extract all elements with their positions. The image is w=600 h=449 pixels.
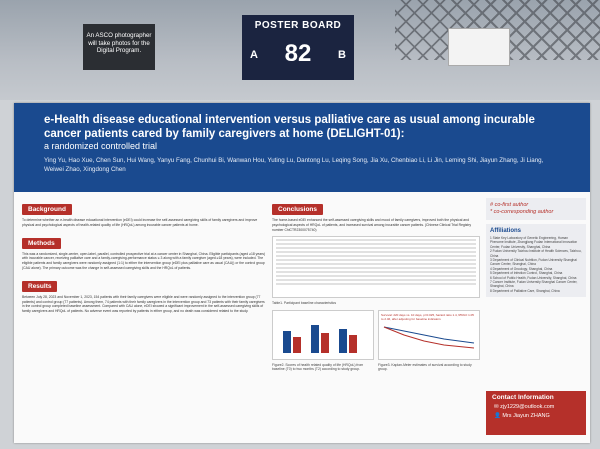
figure2-block: Figure2. Scores of health related qualit… [272,309,374,376]
figure-row: Figure2. Scores of health related qualit… [272,309,480,376]
right-column: # co-first author * co-corresponding aut… [486,198,586,301]
co-first-note: # co-first author [490,202,529,208]
affiliation-item: 8 Department of Palliative Care, Shangha… [490,288,560,293]
methods-heading: Methods [22,237,61,249]
bar [283,330,291,353]
km-line-intervention [383,326,475,344]
research-poster: e-Health disease educational interventio… [14,103,590,443]
contact-name: 👤 Mrs Jiayun ZHANG [494,413,550,419]
km-curve [383,326,475,349]
bar [349,334,357,353]
conclusions-text: The home-based eDEI enhanced the self-as… [272,218,472,232]
contact-name-text: Mrs Jiayun ZHANG [502,413,550,419]
methods-text: This was a randomized, single-center, op… [22,251,266,270]
affiliation-item: 3 Department of Clinical Nutrition, Fuda… [490,258,577,267]
corresponding-note: * co-corresponding author [490,209,554,215]
background-heading: Background [22,204,72,215]
hrqol-bars [283,324,357,353]
baseline-table [272,236,480,299]
poster-board-label: POSTER BOARD [254,20,342,31]
side-a-label: A [250,49,258,61]
affiliation-item: 4 Department of Oncology, Shanghai, Chin… [490,266,553,271]
affiliations-box: Affiliations 1 State Key Laboratory of G… [486,224,586,298]
conclusions-heading: Conclusions [272,204,324,215]
background-text: To determine whether an e-health disease… [22,218,258,227]
poster-header: e-Health disease educational interventio… [14,103,590,192]
hrqol-bar-figure [272,309,374,360]
figure3-caption: Figure3. Kaplan-Meier estimates of survi… [378,362,472,372]
asco-photographer-sign: An ASCO photographer will take photos fo… [83,24,155,70]
wall-notice-sheet [448,28,510,66]
bar [321,332,329,353]
affiliation-item: 5 Department of Infection Control, Shang… [490,271,563,276]
board-number: 82 [284,40,312,67]
middle-column: Conclusions The home-based eDEI enhanced… [272,198,480,376]
poster-subtitle: a randomized controlled trial [44,141,158,151]
survival-note: Survival: 220 days vs. 10 days, p=0.025,… [381,312,474,321]
contact-heading: Contact Information [492,394,554,401]
contact-email: ✉ zjy1229@outlook.com [494,404,555,410]
figure2-caption: Figure2. Scores of health related qualit… [272,362,364,372]
table-caption: Table1. Participant baseline characteris… [272,301,337,306]
affiliation-item: 6 School of Public Health, Fudan Univers… [490,275,577,280]
side-b-label: B [338,49,346,61]
km-figure: Survival: 220 days vs. 10 days, p=0.025,… [378,309,480,360]
bar [311,324,319,353]
figure3-block: Survival: 220 days vs. 10 days, p=0.025,… [378,309,480,376]
km-line-control [383,326,475,349]
bar [293,336,301,353]
affiliations-heading: Affiliations [490,228,521,234]
poster-authors: Ying Yu, Hao Xue, Chen Sun, Hui Wang, Ya… [44,157,544,173]
poster-title: e-Health disease educational interventio… [44,114,535,140]
results-heading: Results [22,280,58,292]
poster-board-sign: POSTER BOARD A 82 B [242,15,354,80]
affiliation-item: 2 Fudan University Taizhou Institute of … [490,249,582,258]
results-text: Between July 28, 2023 and November 1, 20… [22,294,265,314]
author-notes-box: # co-first author * co-corresponding aut… [486,198,586,220]
affiliation-item: 1 State Key Laboratory of Genetic Engine… [490,236,578,249]
bar [339,328,347,353]
affiliation-item: 7 Cancer Institute, Fudan University Sha… [490,280,578,289]
contact-box: Contact Information ✉ zjy1229@outlook.co… [486,391,586,435]
contact-email-text: zjy1229@outlook.com [500,404,555,410]
left-column: Background To determine whether an e-hea… [22,198,266,318]
